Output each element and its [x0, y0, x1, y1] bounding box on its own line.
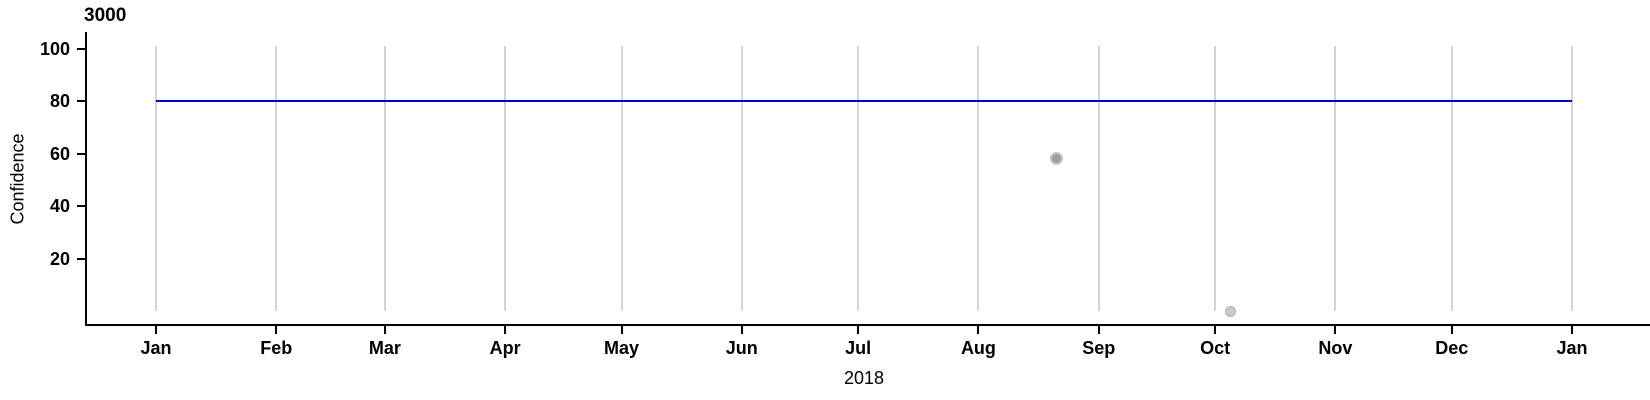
y-axis-tick-label: 60 — [49, 143, 70, 164]
x-axis-tick — [1214, 326, 1217, 334]
x-axis-tick — [504, 326, 507, 334]
month-gridline — [1097, 46, 1100, 311]
month-gridline — [1450, 46, 1453, 311]
month-gridline — [1214, 46, 1217, 311]
y-axis-tick-label: 20 — [49, 248, 70, 269]
x-axis-tick-label: Jul — [845, 338, 872, 358]
x-axis-tick — [1334, 326, 1337, 334]
x-axis-tick-label: Jan — [140, 338, 172, 358]
x-axis-tick-label: May — [604, 338, 640, 358]
y-axis-tick-label: 80 — [49, 91, 70, 111]
x-axis-tick-label: Sep — [1082, 338, 1116, 358]
x-axis-line — [85, 324, 1650, 326]
y-axis-tick — [77, 152, 85, 155]
x-axis-tick — [1450, 326, 1453, 334]
month-gridline — [857, 46, 860, 311]
month-gridline — [383, 46, 386, 311]
x-axis-tick — [275, 326, 278, 334]
x-axis-tick-label: Nov — [1318, 338, 1353, 358]
x-axis-tick-label: Oct — [1200, 338, 1231, 358]
x-axis-tick — [1097, 326, 1100, 334]
x-axis-tick — [740, 326, 743, 334]
y-axis-tick — [77, 100, 85, 102]
x-axis-tick — [620, 326, 623, 334]
y-axis-tick — [77, 205, 85, 207]
chart-title: 3000 — [84, 5, 127, 26]
month-gridline — [977, 46, 980, 311]
month-gridline — [275, 46, 278, 311]
x-axis-tick-label: Aug — [960, 338, 996, 358]
x-axis-tick-label: Jun — [725, 338, 758, 358]
x-axis-tick-label: Feb — [260, 338, 293, 358]
x-axis-tick-label: Mar — [368, 338, 401, 358]
x-axis-label: 2018 — [843, 368, 885, 388]
month-gridline — [740, 46, 743, 311]
x-axis-tick — [383, 326, 386, 334]
x-axis-tick — [155, 326, 157, 334]
data-point — [1225, 305, 1237, 317]
x-axis-tick-label: Dec — [1435, 338, 1469, 358]
x-axis-tick — [1571, 326, 1573, 334]
y-axis-tick-label: 40 — [49, 196, 70, 216]
y-axis-tick-label: 100 — [39, 38, 70, 59]
data-point — [1049, 152, 1063, 166]
y-axis-tick — [77, 257, 85, 260]
month-gridline — [1334, 46, 1337, 311]
x-axis-tick-label: Jan — [1556, 338, 1588, 358]
month-gridline — [1571, 46, 1573, 311]
y-axis-tick — [77, 47, 85, 50]
x-axis-tick-label: Apr — [489, 338, 521, 358]
month-gridline — [155, 46, 157, 311]
x-axis-tick — [857, 326, 860, 334]
reference-line — [156, 100, 1572, 102]
month-gridline — [620, 46, 623, 311]
x-axis-tick — [977, 326, 980, 334]
y-axis-line — [85, 32, 87, 326]
month-gridline — [504, 46, 507, 311]
